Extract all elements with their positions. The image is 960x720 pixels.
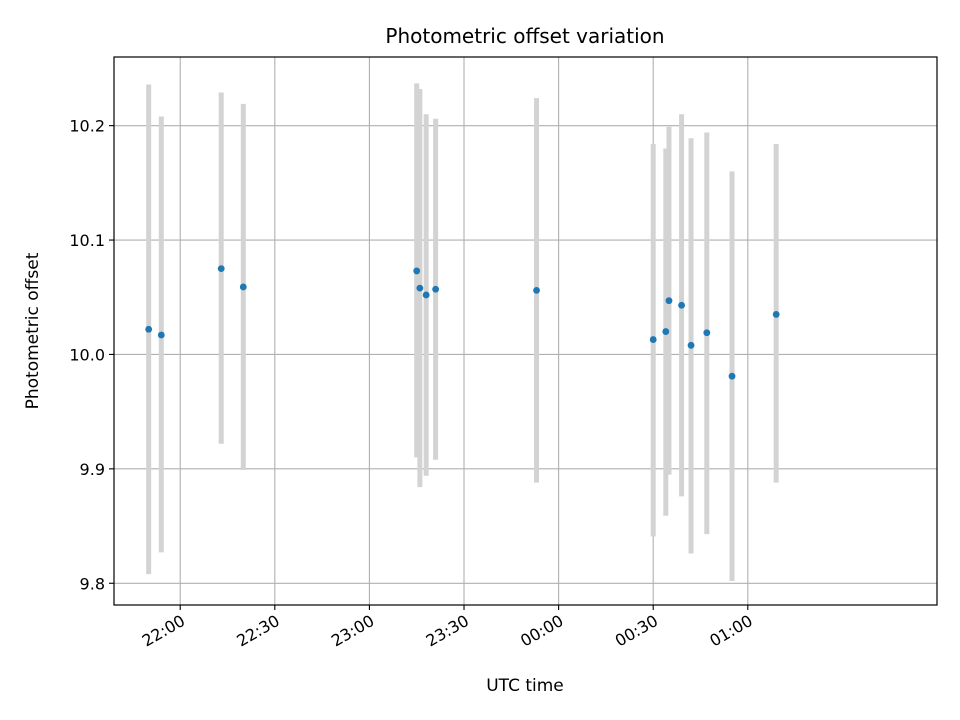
point-layer bbox=[145, 265, 780, 380]
y-tick-label: 10.2 bbox=[69, 117, 105, 136]
data-point bbox=[416, 284, 424, 292]
data-point bbox=[687, 341, 695, 349]
y-tick-label: 9.8 bbox=[80, 574, 105, 593]
y-tick-label: 10.1 bbox=[69, 231, 105, 250]
data-point bbox=[678, 301, 685, 309]
data-point bbox=[432, 285, 440, 293]
data-point bbox=[649, 336, 657, 343]
y-tick-label: 9.9 bbox=[80, 460, 105, 479]
data-point bbox=[772, 311, 780, 318]
data-point bbox=[422, 291, 430, 299]
data-point bbox=[239, 283, 247, 291]
y-axis-ticks: 9.8 9.9 10.0 10.1 10.2 bbox=[69, 117, 114, 593]
data-point bbox=[728, 372, 736, 380]
data-point bbox=[217, 265, 225, 273]
chart-title: Photometric offset variation bbox=[385, 24, 664, 48]
data-point bbox=[662, 328, 670, 335]
x-axis-label: UTC time bbox=[486, 676, 564, 696]
data-point bbox=[533, 286, 540, 294]
data-point bbox=[703, 329, 711, 337]
y-tick-label: 10.0 bbox=[69, 345, 105, 364]
data-point bbox=[665, 297, 673, 305]
data-point bbox=[413, 267, 421, 275]
data-point bbox=[157, 331, 165, 339]
y-axis-label: Photometric offset bbox=[23, 252, 43, 409]
plot-frame bbox=[113, 56, 938, 606]
data-point bbox=[145, 325, 153, 333]
